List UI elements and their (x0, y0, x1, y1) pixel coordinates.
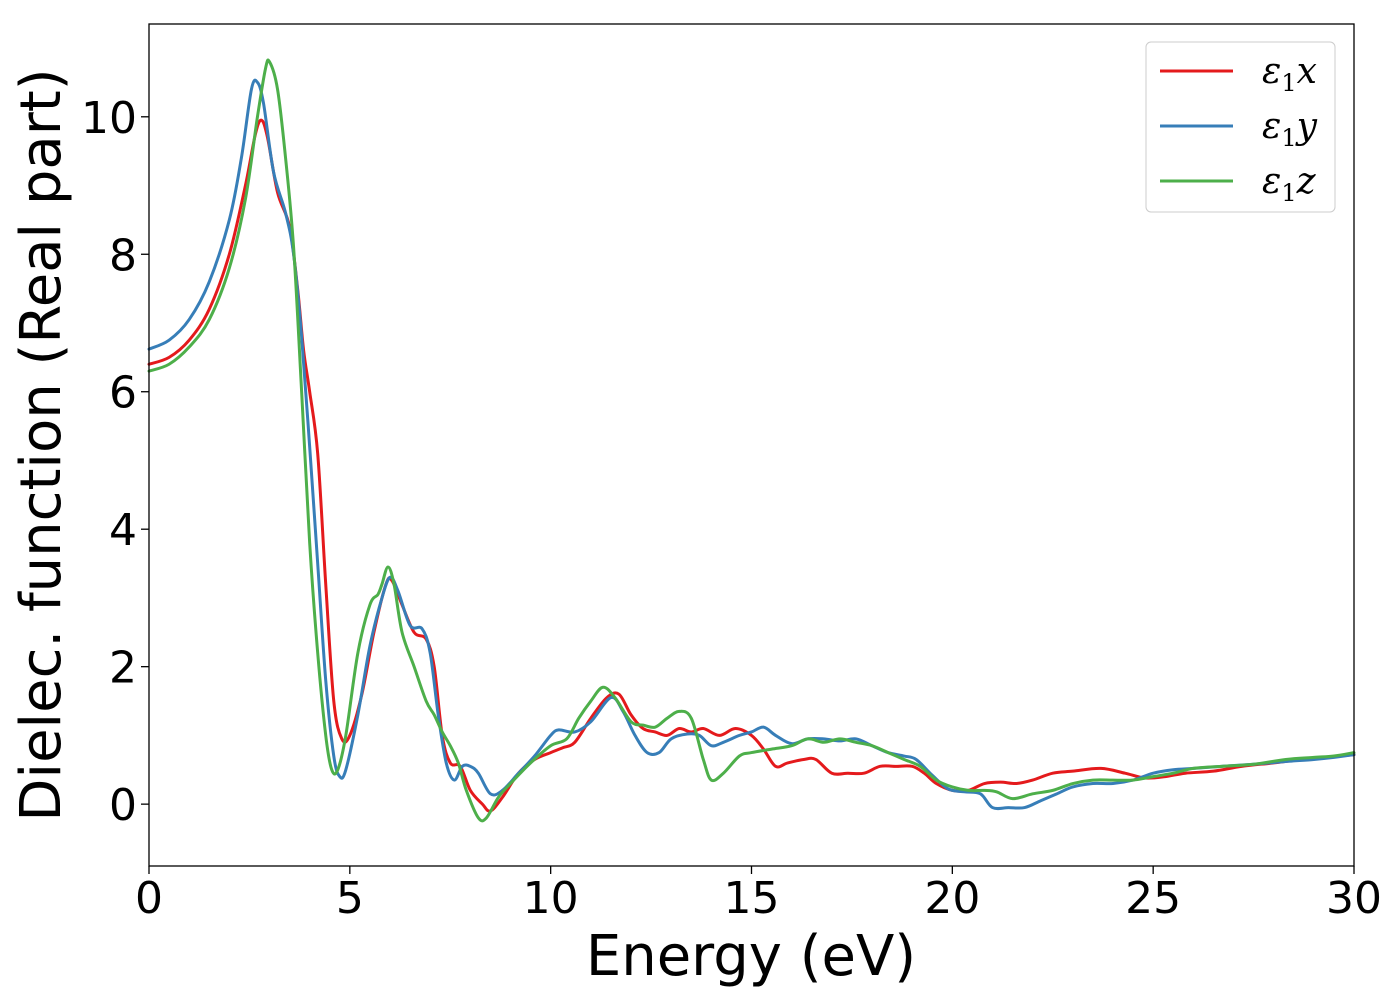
x-tick-label: 30 (1326, 873, 1382, 924)
x-axis-title: Energy (eV) (586, 924, 916, 989)
y-tick-label: 4 (109, 505, 137, 556)
x-axis-ticks: 0 5 10 15 20 25 30 (135, 866, 1382, 924)
y-tick-label: 0 (109, 780, 137, 831)
y-axis-title: Dielec. function (Real part) (9, 68, 74, 821)
legend-label-variable: z (1296, 161, 1317, 202)
y-tick-label: 10 (81, 93, 137, 144)
series-line-z (147, 58, 1356, 823)
legend-label-base: ε (1262, 161, 1281, 202)
legend-box (1145, 41, 1336, 213)
x-tick-label: 5 (336, 873, 364, 924)
legend-label-subscript: 1 (1281, 179, 1296, 207)
legend-label-z: ε1z (1262, 161, 1317, 207)
legend-label-y: ε1y (1262, 106, 1318, 152)
legend-label-base: ε (1262, 106, 1281, 147)
y-axis-ticks: 0 2 4 6 8 10 (81, 93, 149, 831)
x-tick-label: 10 (523, 873, 579, 924)
legend-label-variable: x (1297, 51, 1317, 92)
legend-label-variable: y (1295, 106, 1318, 147)
legend-label-subscript: 1 (1281, 124, 1296, 152)
legend-label-base: ε (1262, 51, 1281, 92)
x-tick-label: 15 (724, 873, 780, 924)
x-tick-label: 20 (924, 873, 980, 924)
series-layer (147, 58, 1356, 823)
x-tick-label: 25 (1125, 873, 1181, 924)
y-tick-label: 2 (109, 643, 137, 694)
series-line-x (147, 118, 1356, 813)
legend-label-x: ε1x (1262, 51, 1317, 97)
legend-label-subscript: 1 (1281, 69, 1296, 97)
x-tick-label: 0 (135, 873, 163, 924)
y-tick-label: 6 (109, 368, 137, 419)
y-tick-label: 8 (109, 230, 137, 281)
